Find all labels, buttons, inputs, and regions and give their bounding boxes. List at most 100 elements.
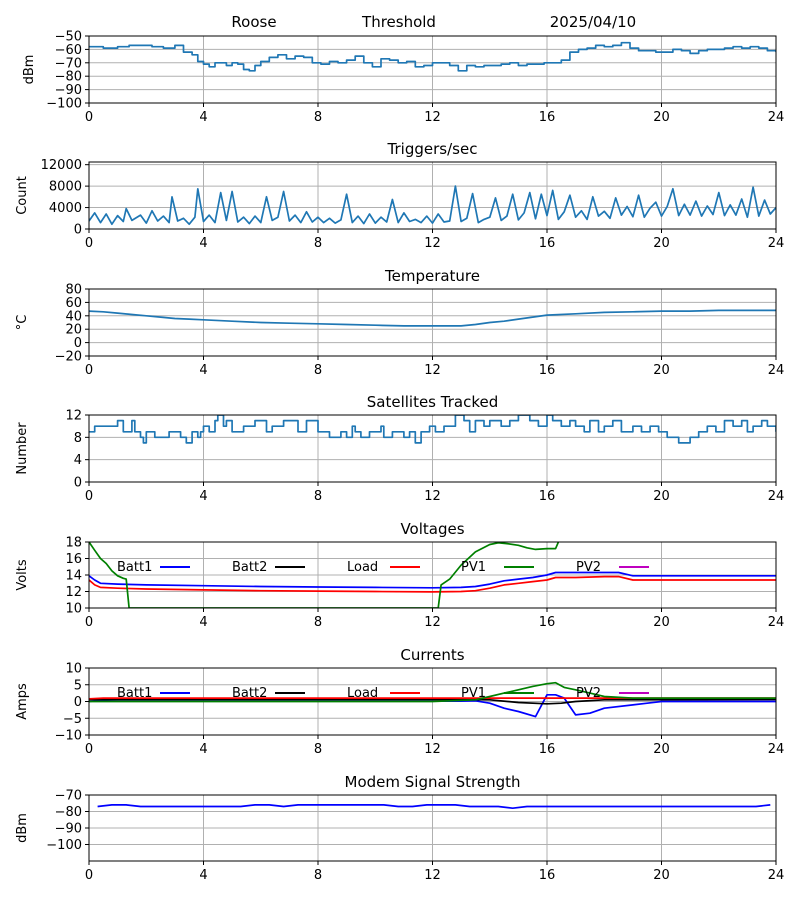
x-tick-label: 12 (424, 489, 441, 504)
y-axis-label: Volts (15, 559, 30, 591)
date-label: 2025/04/10 (550, 13, 636, 31)
x-tick-label: 4 (199, 236, 207, 251)
x-tick-label: 4 (199, 615, 207, 630)
y-tick-label: 12 (65, 585, 82, 600)
legend-label-pv1: PV1 (461, 560, 486, 575)
series-line-pv1 (89, 542, 560, 608)
x-tick-label: 4 (199, 742, 207, 757)
legend-label-pv2: PV2 (576, 686, 601, 701)
y-tick-label: 0 (74, 476, 82, 491)
x-tick-label: 24 (768, 236, 785, 251)
x-tick-label: 16 (539, 489, 556, 504)
x-tick-label: 0 (85, 489, 93, 504)
y-axis-label: Number (15, 422, 30, 475)
y-tick-label: −80 (55, 70, 82, 85)
y-tick-label: 10 (65, 602, 82, 617)
y-tick-label: 20 (65, 323, 82, 338)
x-tick-label: 8 (314, 742, 322, 757)
legend-label-batt2: Batt2 (232, 686, 267, 701)
y-axis-label: dBm (22, 55, 37, 85)
x-tick-label: 20 (653, 110, 670, 125)
x-tick-label: 0 (85, 615, 93, 630)
y-tick-label: −80 (55, 805, 82, 820)
x-tick-label: 12 (424, 868, 441, 883)
y-tick-label: −100 (46, 97, 82, 112)
y-tick-label: 4 (74, 453, 82, 468)
x-tick-label: 16 (539, 110, 556, 125)
x-tick-label: 0 (85, 742, 93, 757)
x-tick-label: 0 (85, 868, 93, 883)
x-tick-label: 0 (85, 110, 93, 125)
station-name: Roose (231, 13, 276, 31)
y-tick-label: −20 (55, 350, 82, 365)
y-tick-label: 60 (65, 296, 82, 311)
x-tick-label: 20 (653, 236, 670, 251)
legend-label-load: Load (347, 560, 378, 575)
y-tick-label: 10 (65, 662, 82, 677)
x-tick-label: 16 (539, 742, 556, 757)
y-tick-label: −60 (55, 43, 82, 58)
x-tick-label: 20 (653, 615, 670, 630)
x-tick-label: 20 (653, 363, 670, 378)
x-tick-label: 24 (768, 489, 785, 504)
y-tick-label: −90 (55, 822, 82, 837)
chart-satellites: 0 4 8 12 16 20 24 0 4 8 12 Satellites Tracked Number (15, 393, 784, 504)
y-tick-label: 4000 (49, 201, 82, 216)
series-line-temperature (89, 309, 776, 327)
x-tick-label: 16 (539, 236, 556, 251)
y-axis-label: Count (15, 176, 30, 215)
x-tick-label: 8 (314, 236, 322, 251)
x-tick-label: 0 (85, 236, 93, 251)
y-axis-label: Amps (15, 683, 30, 720)
legend-label-batt1: Batt1 (117, 560, 152, 575)
y-tick-label: 40 (65, 309, 82, 324)
y-tick-label: 0 (74, 336, 82, 351)
y-tick-label: 5 (74, 678, 82, 693)
y-tick-label: −50 (55, 30, 82, 45)
y-tick-label: 18 (65, 536, 82, 551)
legend-label-load: Load (347, 686, 378, 701)
series-line-batt2 (89, 698, 776, 705)
legend-label-batt1: Batt1 (117, 686, 152, 701)
y-tick-label: 0 (74, 223, 82, 238)
x-tick-label: 16 (539, 615, 556, 630)
y-tick-label: 8000 (49, 180, 82, 195)
x-tick-label: 4 (199, 489, 207, 504)
x-tick-label: 4 (199, 868, 207, 883)
x-tick-label: 8 (314, 363, 322, 378)
series-line-signal (89, 41, 776, 72)
legend-label-batt2: Batt2 (232, 560, 267, 575)
x-tick-label: 8 (314, 110, 322, 125)
mode-label: Threshold (361, 13, 436, 31)
y-tick-label: 16 (65, 552, 82, 567)
x-tick-label: 24 (768, 110, 785, 125)
chart-signal: 0 4 8 12 16 20 24 −100−90−80−70−60−50 dBm (22, 30, 784, 126)
x-tick-label: 12 (424, 615, 441, 630)
legend-label-pv2: PV2 (576, 560, 601, 575)
x-tick-label: 20 (653, 489, 670, 504)
series-line-pv1 (89, 681, 776, 703)
legend-label-pv1: PV1 (461, 686, 486, 701)
series-line-satellites (89, 415, 776, 444)
y-tick-label: 12 (65, 409, 82, 424)
x-tick-label: 4 (199, 110, 207, 125)
series-line-modem (97, 804, 771, 810)
y-tick-label: −70 (55, 56, 82, 71)
y-tick-label: −10 (55, 729, 82, 744)
series-line-batt1 (89, 571, 776, 589)
chart-title: Triggers/sec (387, 140, 478, 158)
x-tick-label: 12 (424, 742, 441, 757)
chart-triggers: 0 4 8 12 16 20 24 0 4000 8000 12000 Triggers/sec Cou… (15, 140, 784, 251)
y-tick-label: 0 (74, 695, 82, 710)
chart-title: Voltages (400, 520, 464, 538)
x-tick-label: 4 (199, 363, 207, 378)
x-tick-label: 16 (539, 868, 556, 883)
x-tick-label: 12 (424, 363, 441, 378)
chart-title: Currents (400, 646, 464, 664)
chart-title: Satellites Tracked (367, 393, 498, 411)
